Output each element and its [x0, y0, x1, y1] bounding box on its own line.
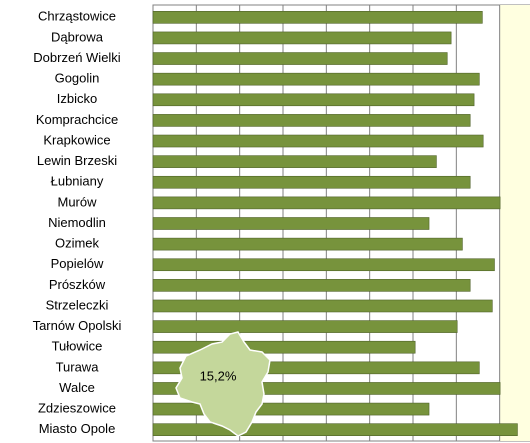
y-tick-label: Tarnów Opolski — [33, 318, 122, 333]
y-tick-label: Popielów — [51, 256, 104, 271]
y-tick-label: Izbicko — [57, 91, 97, 106]
y-tick-label: Gogolin — [55, 71, 100, 86]
bar — [152, 237, 463, 251]
bar — [152, 340, 416, 354]
bar — [152, 11, 483, 24]
bar — [152, 423, 518, 436]
bar — [152, 31, 452, 45]
annotation: 15,2% — [200, 368, 237, 383]
bar — [152, 134, 484, 148]
bar — [152, 52, 448, 65]
bar — [152, 402, 430, 416]
bar — [152, 175, 471, 189]
bar — [152, 93, 475, 107]
y-tick-label: Dobrzeń Wielki — [33, 50, 121, 65]
y-tick-label: Prószków — [49, 277, 106, 292]
bar — [152, 299, 493, 313]
plot-background — [500, 5, 530, 441]
y-tick-label: Dąbrowa — [51, 29, 104, 44]
bar — [152, 155, 437, 168]
bar — [152, 320, 458, 333]
y-tick-label: Strzeleczki — [46, 297, 109, 312]
y-tick-label: Walce — [59, 380, 95, 395]
y-tick-label: Miasto Opole — [39, 421, 116, 436]
bar — [152, 196, 501, 210]
y-tick-label: Niemodlin — [48, 215, 106, 230]
map-shape — [175, 331, 271, 437]
bar — [152, 217, 430, 230]
bar — [152, 279, 471, 292]
bar — [152, 72, 480, 86]
y-tick-label: Zdzieszowice — [38, 401, 116, 416]
y-tick-label: Komprachcice — [36, 112, 118, 127]
y-tick-label: Chrząstowice — [38, 9, 116, 24]
y-tick-label: Murów — [57, 194, 97, 209]
y-tick-label: Tułowice — [52, 339, 103, 354]
y-tick-label: Ozimek — [55, 236, 100, 251]
y-tick-label: Krapkowice — [43, 132, 110, 147]
y-tick-label: Lewin Brzeski — [37, 153, 117, 168]
bar — [152, 258, 495, 272]
y-tick-label: Turawa — [56, 359, 100, 374]
y-tick-label: Łubniany — [51, 174, 104, 189]
bar — [152, 114, 471, 127]
